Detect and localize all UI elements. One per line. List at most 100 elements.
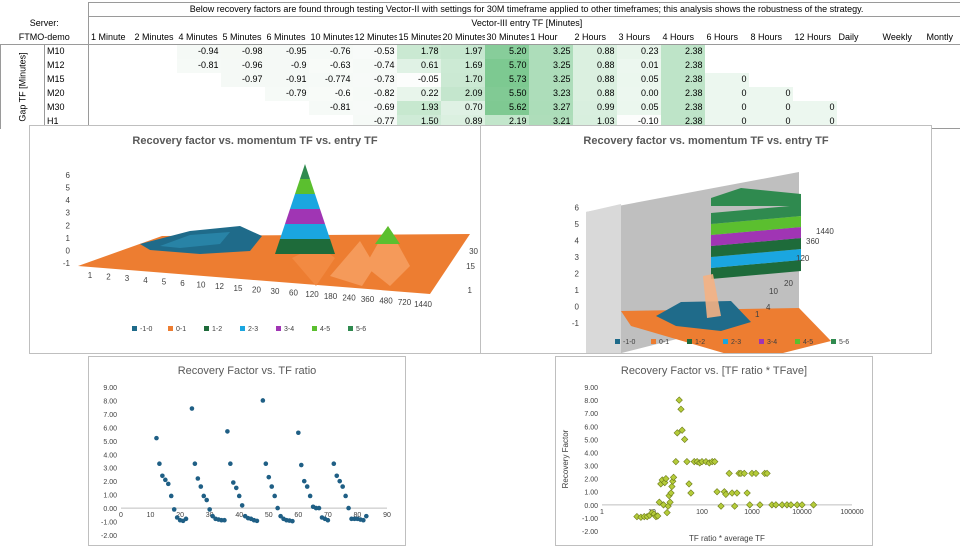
chart-title-part: momentum TF [688,135,764,147]
table-cell: -0.79 [264,86,309,101]
surface-peak-orange-1 [330,241,375,286]
table-cell [177,73,221,87]
column-header: 6 Hours [704,30,749,45]
y-tick-label: -2.00 [101,533,117,540]
surface-peak-orange-2 [365,226,410,286]
scatter-point [157,461,162,466]
surface-chart-right: Recovery factor vs. momentum TF vs. entr… [572,135,849,353]
y-tick-label: 15 [466,262,475,271]
z-tick-label: 5 [66,184,71,193]
y-tick-label: 3.00 [584,464,598,471]
table-cell: 0.01 [616,58,661,73]
table-cell: 1.70 [440,72,485,87]
legend-swatch [348,326,353,331]
table-cell: -0.05 [397,73,441,87]
table-cell: 0 [704,100,749,115]
table-cell [837,73,881,87]
y-tick-label: 120 [796,254,810,263]
scatter-point [677,405,685,413]
y-tick-label: 9.00 [584,385,598,392]
scatter-chart-right: Recovery Factor vs. [TF ratio * TFave] -2… [561,365,864,543]
table-cell [925,73,960,87]
header-row-1: Server: Vector-III entry TF [Minutes] [0,16,960,31]
z-tick-label: 2 [66,221,71,230]
column-header: 1 Hour [528,30,573,45]
x-tick-label: 4 [143,276,148,285]
y-tick-label: 1 [755,310,760,319]
surface-plateau-band [711,205,801,224]
scatter-point [364,513,369,519]
table-cell: 0.88 [572,86,617,101]
legend-swatch [168,326,173,331]
table-cell [881,73,925,87]
surface-peak-band [275,239,335,254]
row-label: M12 [44,58,89,73]
scatter-point [725,469,733,478]
table-cell [793,45,837,59]
scatter-chart-left-panel: Recovery Factor vs. TF ratio -2.00 -1.00 0.… [88,356,406,546]
column-header: 2 Hours [572,30,617,45]
scatter-point [655,498,663,506]
surface-peak-top-2 [375,226,400,244]
scatter-point [654,512,662,520]
z-tick-label: 2 [575,270,580,279]
table-row: M20 -0.79 -0.6 -0.82 0.22 2.09 5.50 3.23 0.88 0.0… [1,86,960,101]
column-header: 2 Minutes [132,30,177,45]
scatter-chart-left: Recovery Factor vs. TF ratio -2.00 -1.00 0.… [101,365,391,540]
side-wall [586,204,621,353]
table-cell: 5.50 [484,86,529,101]
table-cell [89,87,133,101]
table-cell: -0.94 [176,44,221,59]
table-cell [89,59,133,73]
y-tick-label: 1440 [816,227,834,236]
z-tick-label: 4 [66,196,71,205]
x-tick-label: 1 [88,271,93,280]
scatter-point [681,435,689,443]
x-tick-label: 1 [600,509,604,516]
legend-label: 0-1 [176,326,186,333]
y-tick-label: 0.00 [103,506,117,513]
scatter-point [183,516,189,522]
row-label: M30 [44,100,89,115]
y-tick-label: 10 [769,287,778,296]
row-label: M10 [44,44,89,59]
table-cell: 2.38 [660,44,705,59]
table-cell: 0.88 [572,72,617,87]
table-cell [925,101,960,115]
table-cell [89,73,133,87]
surface-plateau-band [711,260,801,279]
chart-title-part: Recovery factor [583,135,667,147]
table-row: M30 -0.81 -0.69 1.93 0.70 5.62 3.27 0.99 0.05 2.3… [1,100,960,115]
table-cell: 0.70 [440,100,485,115]
x-tick-label: 10 [197,281,206,290]
legend-label: 5-6 [356,326,366,333]
scatter-point [340,484,345,489]
table-cell [925,45,960,59]
scatter-point [809,501,818,509]
table-cell: 0.61 [396,58,441,73]
table-cell: 2.09 [440,86,485,101]
table-cell: 1.97 [440,44,485,59]
scatter-point [678,426,686,434]
scatter-point [728,489,736,497]
table-cell [89,101,133,115]
table-cell: -0.81 [308,100,353,115]
scatter-point [787,501,795,509]
table-cell: 0.99 [572,100,617,115]
table-cell: -0.53 [352,44,397,59]
chart-title: Recovery factor vs. momentum TF vs. entr… [583,135,828,147]
z-tick-label: -1 [572,319,580,328]
column-header: Daily [836,30,881,45]
scatter-point [163,477,168,483]
x-tick-label: 120 [305,290,319,299]
table-cell [749,59,793,73]
table-cell: -0.74 [352,58,397,73]
chart-title-part: vs. [313,135,334,147]
table-cell: 5.20 [484,44,529,59]
z-tick-label: 0 [575,303,580,312]
surface-chart-left-panel: Recovery factor vs. momentum TF vs. entr… [29,125,481,354]
x-tick-label: 240 [342,293,356,302]
table-cell: 1.93 [396,100,441,115]
table-cell: 3.23 [528,86,573,101]
x-tick-label: 10000 [792,509,812,516]
